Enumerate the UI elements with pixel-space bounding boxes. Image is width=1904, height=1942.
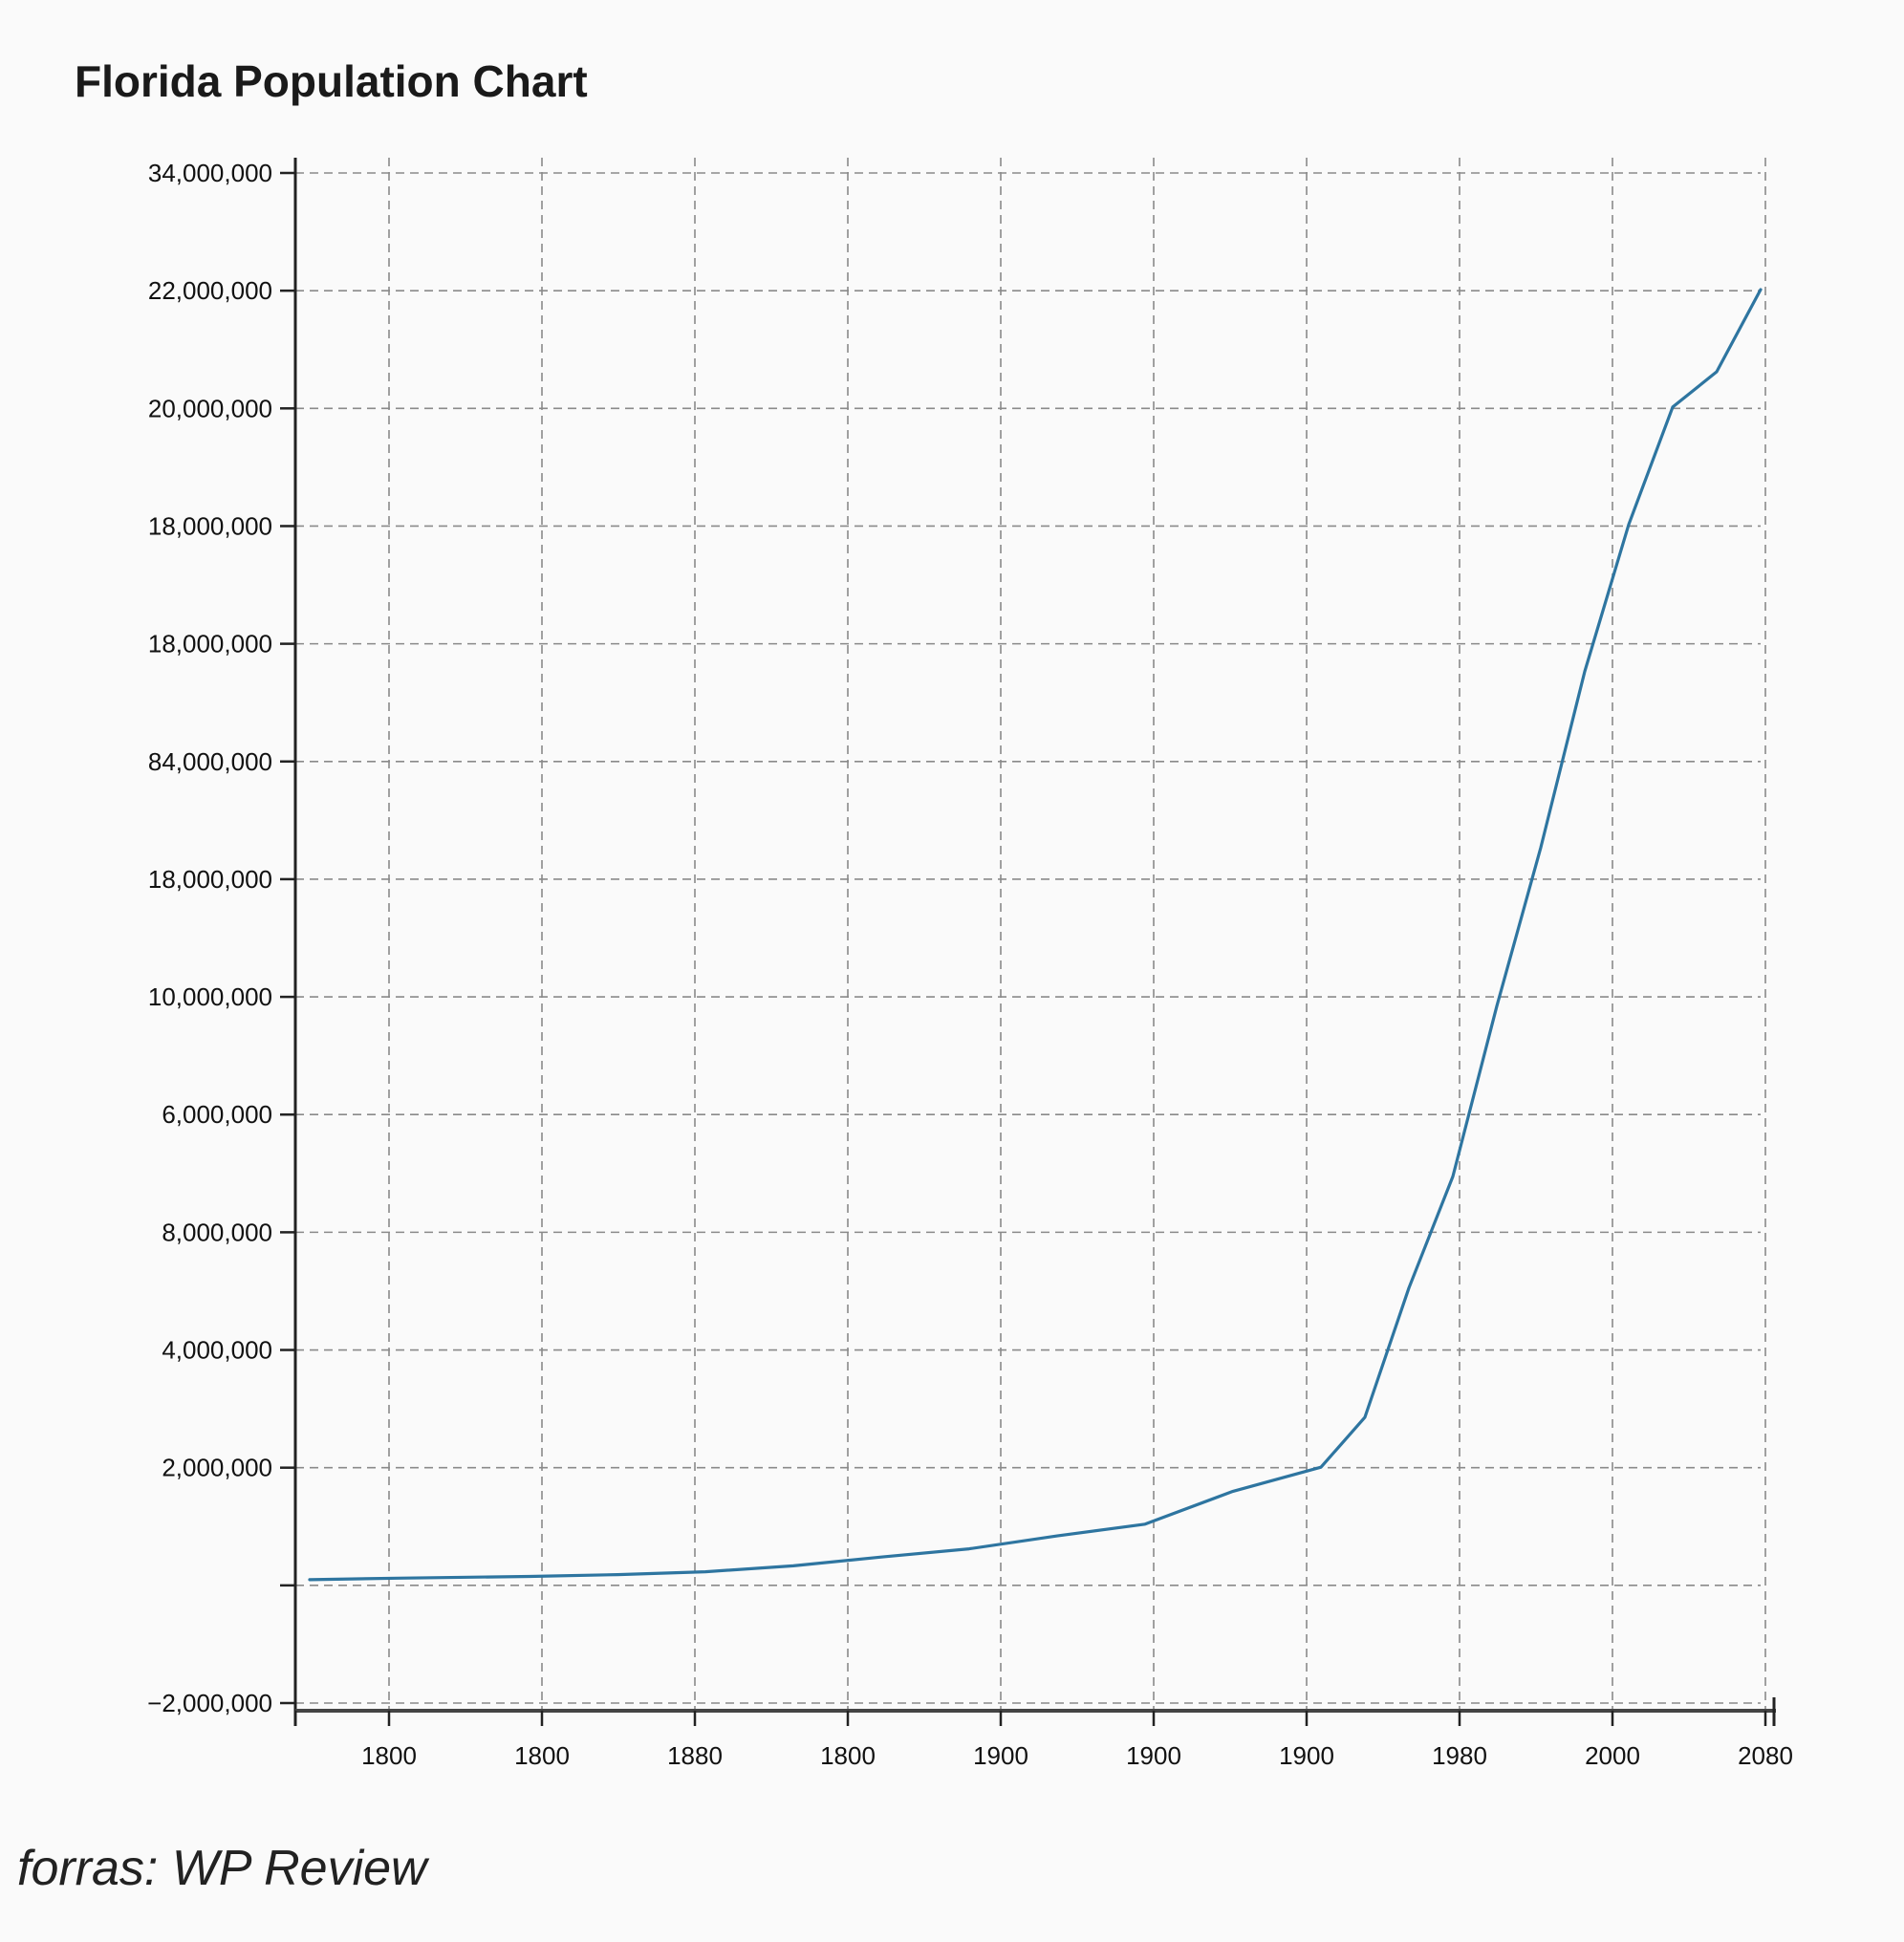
x-tick-label: 1900 (1126, 1741, 1181, 1770)
y-tick-label: 22,000,000 (148, 276, 272, 305)
y-axis-ticks: 34,000,000 22,000,000 20,000,000 18,000,000… (147, 159, 295, 1717)
x-tick-label: 2080 (1738, 1741, 1793, 1770)
x-tick-label: 2000 (1585, 1741, 1640, 1770)
series-layer (308, 288, 1763, 1582)
y-tick-label: 2,000,000 (162, 1454, 272, 1482)
x-tick-label: 1800 (514, 1741, 570, 1770)
x-tick-label: 1800 (820, 1741, 876, 1770)
x-tick-label: 1900 (973, 1741, 1028, 1770)
y-tick-label: 34,000,000 (148, 159, 272, 187)
x-tick-label: 1900 (1279, 1741, 1334, 1770)
grid-lines (295, 158, 1766, 1711)
y-tick-label: 10,000,000 (148, 982, 272, 1011)
x-tick-label: 1980 (1432, 1741, 1487, 1770)
y-tick-label: 6,000,000 (162, 1100, 272, 1129)
y-tick-label: 18,000,000 (148, 630, 272, 658)
source-note: forras: WP Review (17, 1841, 427, 1896)
y-tick-label: 4,000,000 (162, 1336, 272, 1365)
population-series-line (308, 288, 1763, 1582)
y-tick-label: 84,000,000 (148, 747, 272, 776)
x-tick-label: 1880 (667, 1741, 723, 1770)
y-tick-label: 18,000,000 (148, 511, 272, 540)
x-axis-ticks: 1800 1800 1880 1800 1900 1900 1900 1980 2000 2080 (361, 1711, 1793, 1770)
chart-title: Florida Population Chart (75, 56, 588, 106)
axes (293, 158, 1776, 1726)
y-tick-label: −2,000,000 (147, 1689, 272, 1717)
x-tick-label: 1800 (361, 1741, 417, 1770)
y-tick-label: 8,000,000 (162, 1218, 272, 1246)
y-tick-label: 18,000,000 (148, 865, 272, 894)
y-tick-label: 20,000,000 (148, 394, 272, 422)
